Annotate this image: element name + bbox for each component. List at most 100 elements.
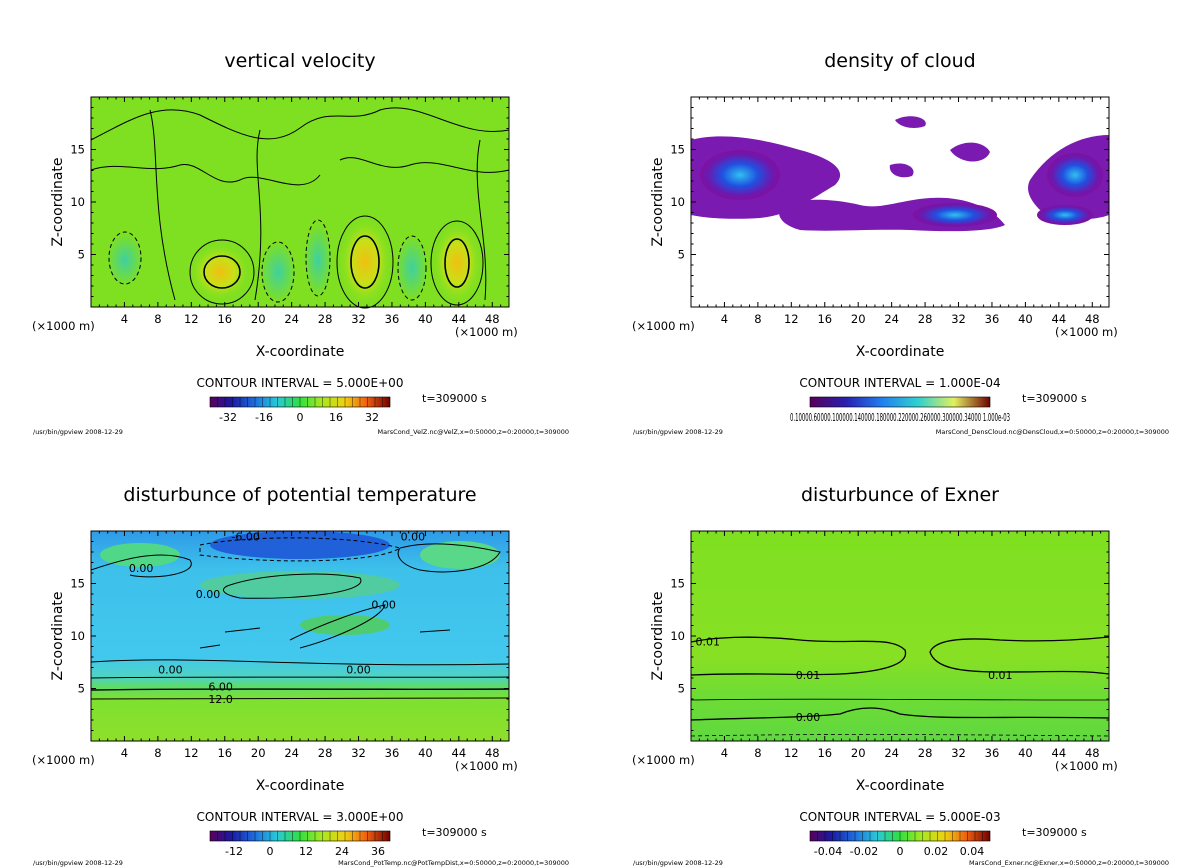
cloud-core [1037,205,1093,225]
colorbar-tick-label: -0.02 [850,845,878,858]
colorbar-tick-label: -16 [255,411,273,424]
contour-line [90,676,510,679]
x-tick-label: 8 [754,312,761,326]
contour-line [690,636,907,676]
contour-lines [90,543,510,700]
time-label: t=309000 s [422,826,487,839]
x-tick-label: 8 [154,746,161,760]
x-tick-label: 28 [918,312,933,326]
x-unit-left: (×1000 m) [632,319,695,333]
y-axis-label: Z-coordinate [650,157,666,246]
y-axis-label: Z-coordinate [50,157,66,246]
x-tick-label: 48 [1085,746,1100,760]
x-tick-label: 24 [284,312,299,326]
cool-cell [396,236,428,300]
cool-cell [260,242,296,302]
warm-cell [339,218,391,306]
x-tick-label: 28 [318,746,333,760]
cold-region [210,531,390,559]
contour-line [350,235,380,289]
x-axis-label: X-coordinate [256,344,345,360]
x-tick-label: 8 [154,312,161,326]
contour-interval: CONTOUR INTERVAL = 5.000E-03 [799,810,1000,824]
contour-line [690,734,1110,737]
contour-line [199,627,451,649]
contour-line [149,109,176,301]
contour-line [430,220,484,306]
footer-left: /usr/bin/gpview 2008-12-29 [633,859,723,867]
colorbar-tick-label: 36 [371,845,385,858]
colorbar-tick-label: 0 [267,845,274,858]
x-unit-right: (×1000 m) [455,325,518,339]
cloud-region [889,163,914,178]
cloud-shading [691,116,1109,232]
x-axis-label: X-coordinate [856,778,945,794]
colorbar-tick-label: 0.04 [960,845,985,858]
contour-line [90,163,321,186]
contour-line [289,604,386,649]
footer-right: MarsCond_DensCloud.nc@DensCloud,x=0:5000… [936,428,1169,436]
x-unit-right: (×1000 m) [455,759,518,773]
x-tick-label: 44 [452,312,467,326]
panel-density-of-cloud: density of cloud 4 8 12 16 20 24 28 32 36 40 44 48 … [632,50,1169,436]
colorbar-tick-label: 0.02 [924,845,949,858]
contour-label: -6.00 [231,530,259,543]
x-tick-label: 24 [284,746,299,760]
contour-label: 0.00 [346,664,371,677]
colorbar-tick-label: 32 [365,411,379,424]
x-tick-label: 48 [485,312,500,326]
x-axis-label: X-coordinate [856,344,945,360]
time-label: t=309000 s [422,392,487,405]
contour-label: 0.00 [196,588,221,601]
colorbar-tick-label: 24 [335,845,349,858]
colorbar-ticks: -0.04 -0.02 0 0.02 0.04 [814,831,984,858]
x-tick-label: 32 [951,312,966,326]
colorbar-tick-label: 16 [329,411,343,424]
warm-region [200,571,400,599]
contour-interval: CONTOUR INTERVAL = 1.000E-04 [799,376,1000,390]
x-tick-label: 40 [1018,312,1033,326]
contour-interval: CONTOUR INTERVAL = 5.000E+00 [197,376,404,390]
contour-label: 0.00 [129,562,154,575]
thin-contours [690,698,1110,701]
y-ticks: 5 10 15 [70,541,509,731]
time-label: t=309000 s [1022,826,1087,839]
contour-line [397,235,427,301]
x-tick-label: 40 [418,312,433,326]
x-tick-label: 12 [784,312,799,326]
y-ticks: 5 10 15 [670,107,1109,297]
contour-label: 6.00 [208,680,233,693]
contour-lines [690,636,1110,721]
x-tick-label: 24 [884,312,899,326]
cloud-core [1047,153,1103,197]
x-tick-label: 36 [385,312,400,326]
contour-line [189,239,255,305]
x-tick-label: 4 [121,746,128,760]
panel-title: vertical velocity [224,50,375,72]
x-unit-right: (×1000 m) [1055,325,1118,339]
x-tick-label: 8 [754,746,761,760]
contour-line [261,241,295,303]
y-tick-label: 15 [70,143,85,157]
x-ticks: 4 8 12 16 20 24 28 32 36 40 44 48 [98,531,502,760]
contour-line [254,129,262,301]
panel-title: disturbunce of Exner [801,484,999,506]
contour-labels: 0.01 0.01 0.01 0.00 [695,635,1012,724]
contour-line [90,659,510,666]
x-tick-label: 4 [721,746,728,760]
x-tick-label: 32 [351,746,366,760]
panel-potential-temperature: disturbunce of potential temperature -6.… [32,484,569,867]
warm-cell [433,223,481,303]
x-tick-label: 16 [217,312,232,326]
contour-lines [90,107,510,309]
contour-line [336,215,394,309]
x-tick-label: 20 [851,746,866,760]
x-unit-left: (×1000 m) [32,753,95,767]
y-tick-label: 10 [70,195,85,209]
footer-left: /usr/bin/gpview 2008-12-29 [33,859,123,867]
y-tick-label: 5 [78,248,85,262]
contour-label: 0.00 [371,599,396,612]
y-axis-label: Z-coordinate [50,591,66,680]
footer-left: /usr/bin/gpview 2008-12-29 [633,428,723,436]
colorbar-tick-label: 0 [297,411,304,424]
